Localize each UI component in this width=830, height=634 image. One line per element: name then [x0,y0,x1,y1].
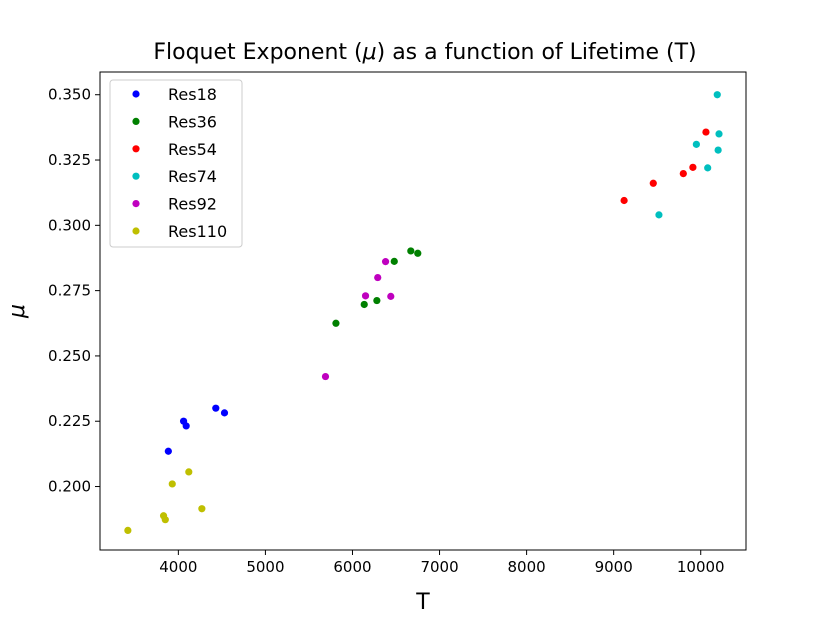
y-axis-label: μ [5,304,30,319]
point-res36 [332,319,340,327]
point-res110 [161,516,169,524]
x-tick-label: 7000 [420,558,458,576]
legend-marker-res18 [132,90,140,98]
data-points [124,91,723,535]
legend-label-res74: Res74 [168,167,217,186]
plot-area-frame [99,71,747,551]
legend-label-res110: Res110 [168,222,227,241]
point-res18 [182,422,190,430]
x-axis-label: T [415,590,430,615]
point-res54 [649,179,657,187]
y-tick-label: 0.350 [48,86,91,104]
point-res36 [407,247,415,255]
point-res110 [198,505,206,513]
point-res74 [715,130,723,138]
legend-label-res54: Res54 [168,140,217,159]
legend-marker-res54 [132,145,140,153]
x-tick-label: 6000 [333,558,371,576]
point-res54 [702,128,710,136]
legend-label-res36: Res36 [168,112,217,131]
point-res54 [689,163,697,171]
legend-marker-res36 [132,117,140,125]
point-res36 [390,257,398,265]
point-res92 [387,292,395,300]
point-res18 [220,409,229,417]
point-res92 [361,292,370,300]
chart-title: Floquet Exponent (μ) as a function of Li… [153,40,696,65]
point-res92 [321,372,330,381]
y-tick-label: 0.300 [48,216,91,234]
y-tick-label: 0.250 [48,347,91,365]
y-tick-label: 0.200 [48,478,91,496]
point-res18 [212,404,220,412]
point-res74 [714,146,722,154]
x-tick-label: 5000 [246,558,284,576]
point-res74 [692,140,700,148]
point-res110 [185,468,193,476]
legend-box [109,79,243,248]
point-res74 [704,164,712,172]
y-axis: 0.200 0.225 0.250 0.275 0.300 0.325 0.350 [48,86,100,496]
legend-marker-res92 [132,200,140,208]
point-res18 [164,447,172,455]
x-tick-label: 8000 [508,558,546,576]
legend-marker-res110 [132,227,140,235]
y-tick-label: 0.225 [48,412,91,430]
x-axis: 4000 5000 6000 7000 8000 9000 10000 [159,550,725,576]
x-tick-label: 4000 [159,558,197,576]
point-res74 [655,211,663,219]
legend-label-res92: Res92 [168,195,217,214]
y-tick-label: 0.275 [48,282,91,300]
x-tick-label: 10000 [677,558,725,576]
legend-label-res18: Res18 [168,85,217,104]
point-res110 [168,480,176,488]
point-res36 [414,249,422,257]
point-res54 [679,170,687,178]
point-res36 [373,296,381,305]
point-res74 [713,91,721,99]
point-res92 [374,273,382,282]
point-res36 [360,300,368,309]
y-tick-label: 0.325 [48,151,91,169]
point-res92 [381,258,390,266]
x-tick-label: 9000 [595,558,633,576]
legend-marker-res74 [132,172,140,180]
legend: Res18 Res36 Res54 Res74 Res92 Res110 [109,79,243,248]
point-res110 [124,526,132,535]
point-res54 [620,196,628,205]
